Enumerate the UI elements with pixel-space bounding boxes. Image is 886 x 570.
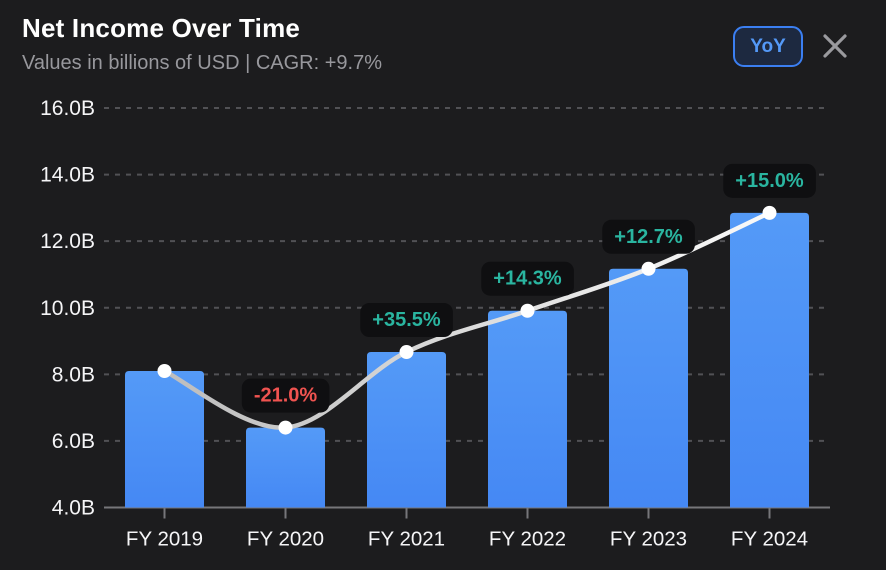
chart-subtitle: Values in billions of USD | CAGR: +9.7% <box>22 52 382 74</box>
bar-fy-2020 <box>246 427 325 508</box>
x-axis-label-4: FY 2022 <box>489 528 566 551</box>
yoy-label: +12.7% <box>614 226 683 248</box>
chart-title: Net Income Over Time <box>22 13 301 43</box>
data-point-dot-3 <box>399 345 414 360</box>
x-axis-label-5: FY 2023 <box>610 528 687 551</box>
bar-fy-2019 <box>125 371 204 508</box>
bar-fy-2023 <box>609 268 688 508</box>
x-axis-label-3: FY 2021 <box>368 528 445 551</box>
bar-fy-2024 <box>730 212 809 508</box>
y-tick-label: 4.0B <box>52 497 95 520</box>
yoy-label-pill <box>602 219 695 254</box>
data-point-dot-5 <box>641 261 656 276</box>
yoy-toggle-label: YoY <box>750 35 786 57</box>
y-tick-label: 6.0B <box>52 430 95 453</box>
yoy-label: +14.3% <box>493 268 562 290</box>
yoy-label-pill <box>241 378 330 413</box>
x-axis-label-6: FY 2024 <box>731 528 808 551</box>
yoy-label: +35.5% <box>372 309 441 331</box>
data-point-dot-2 <box>278 420 293 435</box>
y-tick-label: 14.0B <box>40 164 95 187</box>
close-icon <box>823 34 847 58</box>
y-tick-label: 12.0B <box>40 230 95 253</box>
y-tick-label: 16.0B <box>40 97 95 120</box>
y-tick-label: 8.0B <box>52 363 95 386</box>
y-tick-label: 10.0B <box>40 297 95 320</box>
yoy-label: -21.0% <box>254 385 318 407</box>
data-point-dot-6 <box>762 205 777 220</box>
yoy-toggle-button[interactable]: YoY <box>733 26 803 67</box>
yoy-label-pill <box>481 261 574 296</box>
data-point-dot-4 <box>520 303 535 318</box>
bar-fy-2022 <box>488 310 567 508</box>
trend-line <box>162 210 772 430</box>
x-axis-label-1: FY 2019 <box>126 528 203 551</box>
close-button[interactable] <box>818 29 852 63</box>
yoy-label-pill <box>360 303 453 338</box>
yoy-label: +15.0% <box>735 170 804 192</box>
bar-fy-2021 <box>367 352 446 508</box>
data-point-dot-1 <box>157 364 172 379</box>
x-axis-label-2: FY 2020 <box>247 528 324 551</box>
yoy-label-pill <box>723 163 816 198</box>
